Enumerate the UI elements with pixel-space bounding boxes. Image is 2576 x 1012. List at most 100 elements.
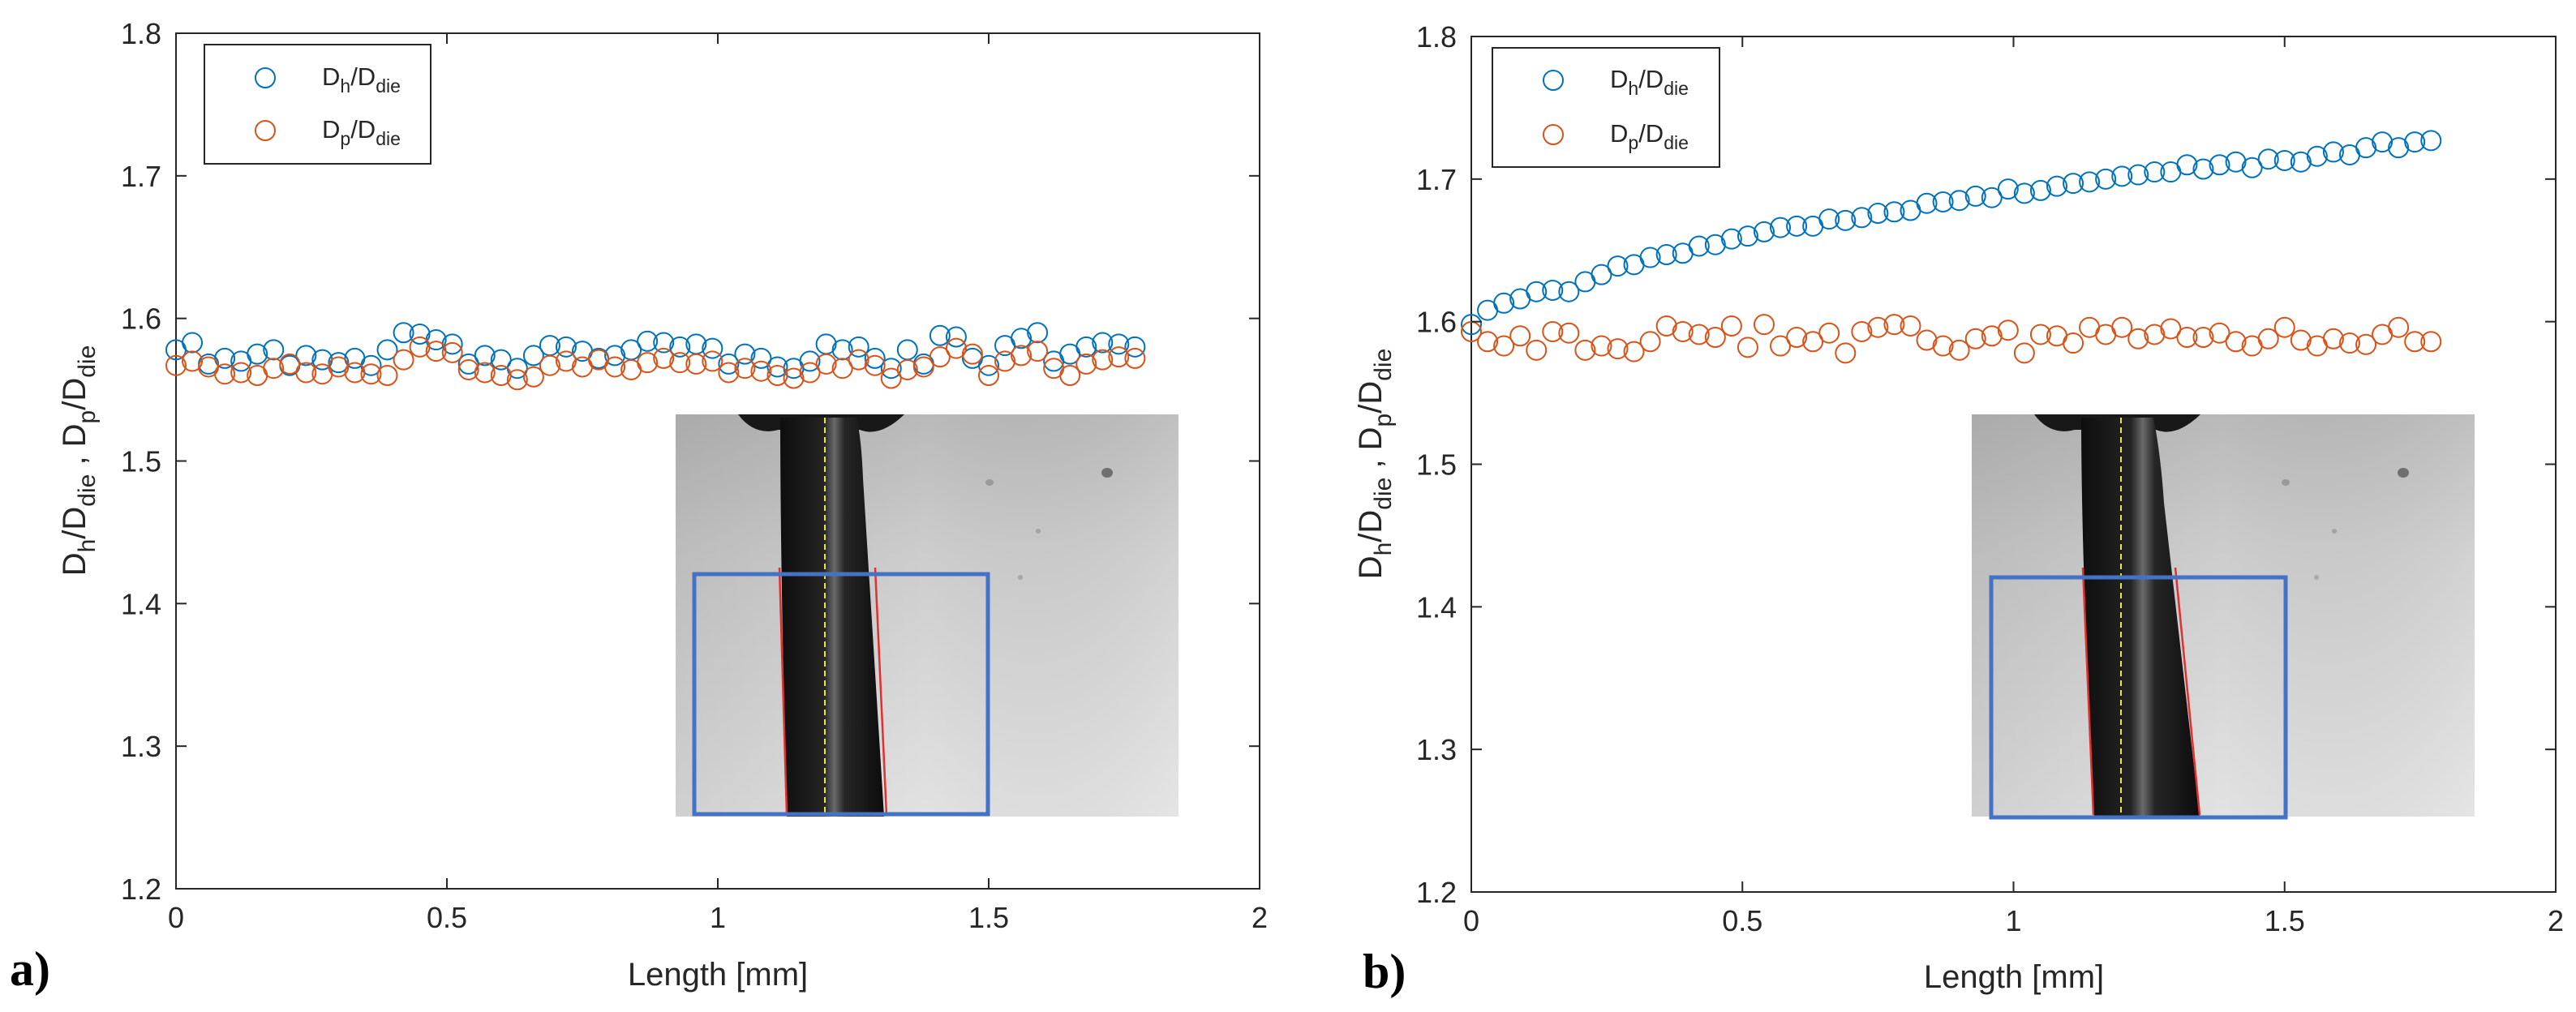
y-tick-label: 1.4 (121, 587, 161, 620)
point-dp (1477, 331, 1499, 353)
point-dh (2111, 165, 2133, 187)
point-dp (750, 360, 772, 382)
point-dh (1027, 322, 1049, 344)
point-dp (1574, 339, 1596, 361)
point-dh (653, 332, 675, 354)
point-dp (880, 367, 902, 389)
point-dh (1851, 207, 1873, 229)
point-dh (2355, 137, 2377, 159)
point-dp (376, 365, 398, 386)
point-dp (1786, 327, 1808, 349)
point-dp (1981, 325, 2003, 347)
y-tick-label: 1.4 (1416, 590, 1457, 624)
point-dh (2095, 168, 2117, 190)
point-dh (1075, 336, 1097, 358)
point-dh (2322, 141, 2344, 163)
point-dh (750, 347, 772, 369)
point-dp (2290, 329, 2312, 351)
x-tick-label: 1 (710, 901, 726, 934)
point-dp (1542, 320, 1564, 342)
point-dp (1672, 320, 1694, 342)
point-dp (1655, 315, 1677, 337)
point-dh (604, 345, 626, 367)
legend-label-h: Dh/Ddie (322, 62, 401, 96)
point-dp (279, 353, 301, 375)
panel-label-a: a) (10, 942, 50, 996)
data-marks (1461, 130, 2442, 364)
y-tick-label: 1.5 (1416, 448, 1457, 482)
point-dp (2029, 324, 2051, 345)
point-dh (1542, 279, 1564, 301)
point-dp (912, 356, 934, 378)
y-axis-label: Dh/Ddie , Dp/Ddie (1353, 349, 1397, 580)
point-dh (1655, 244, 1677, 266)
point-dh (1786, 215, 1808, 237)
point-dp (929, 346, 951, 368)
point-dp (2273, 316, 2295, 338)
point-dp (702, 350, 723, 372)
inset-speck (2314, 575, 2319, 580)
point-dh (637, 330, 659, 352)
point-dh (409, 324, 431, 345)
point-dp (1802, 331, 1824, 353)
point-dh (799, 350, 821, 372)
point-dh (1997, 178, 2019, 200)
point-dh (945, 326, 967, 348)
point-dp (734, 358, 756, 380)
y-tick-label: 1.5 (121, 445, 161, 478)
point-dp (1720, 315, 1742, 337)
panel-a: 0 0.5 1 1.5 2 1.2 1.3 1.4 1.5 1.6 1.7 1.8 Dh/Ddie D… (10, 17, 1268, 996)
point-dp (669, 352, 691, 374)
point-dp (604, 356, 626, 378)
point-dh (1124, 336, 1146, 358)
point-dh (1964, 185, 1986, 207)
point-dp (2338, 332, 2360, 354)
point-dh (1558, 281, 1580, 302)
point-dp (864, 354, 886, 376)
point-dh (474, 345, 496, 367)
point-dp (165, 354, 187, 376)
point-dp (1607, 338, 1629, 360)
legend-box (1492, 47, 1720, 168)
point-dp (230, 362, 252, 384)
point-dp (799, 362, 821, 384)
point-dh (182, 332, 204, 354)
point-dp (263, 358, 285, 380)
point-dh (2127, 164, 2149, 186)
point-dh (2372, 131, 2394, 153)
inset-speck (1036, 529, 1041, 534)
point-dp (425, 341, 447, 362)
point-dh (2420, 130, 2442, 152)
point-dh (1720, 228, 1742, 250)
point-dh (2306, 145, 2328, 167)
roi-box (1989, 575, 2288, 820)
point-dp (1704, 327, 1726, 349)
inset-photo (1972, 414, 2475, 820)
point-dh (393, 322, 414, 344)
point-dp (1997, 319, 2019, 341)
x-tick-label: 1.5 (968, 901, 1009, 934)
point-dp (2176, 327, 2198, 349)
point-dp (1770, 335, 1792, 357)
point-dp (2111, 316, 2133, 338)
point-dh (1639, 247, 1661, 268)
legend-box (204, 44, 431, 165)
point-dp (2404, 331, 2426, 353)
point-dh (702, 337, 723, 359)
point-dh (247, 343, 268, 365)
point-dp (1753, 314, 1775, 336)
point-dh (2290, 151, 2312, 173)
y-tick-label: 1.7 (121, 160, 161, 193)
inset-speck (2332, 529, 2337, 534)
y-axis-label: Dh/Ddie , Dp/Ddie (57, 345, 101, 577)
y-tick-label: 1.6 (121, 302, 161, 336)
point-dh (2029, 179, 2051, 201)
y-tick-label: 1.3 (1416, 733, 1457, 766)
point-dp (961, 343, 983, 365)
point-dh (1770, 217, 1792, 238)
point-dp (766, 365, 788, 386)
x-tick-label: 0.5 (1722, 904, 1762, 937)
point-dp (1591, 335, 1612, 357)
point-dh (1737, 225, 1758, 247)
y-tick-label: 1.7 (1416, 163, 1457, 196)
